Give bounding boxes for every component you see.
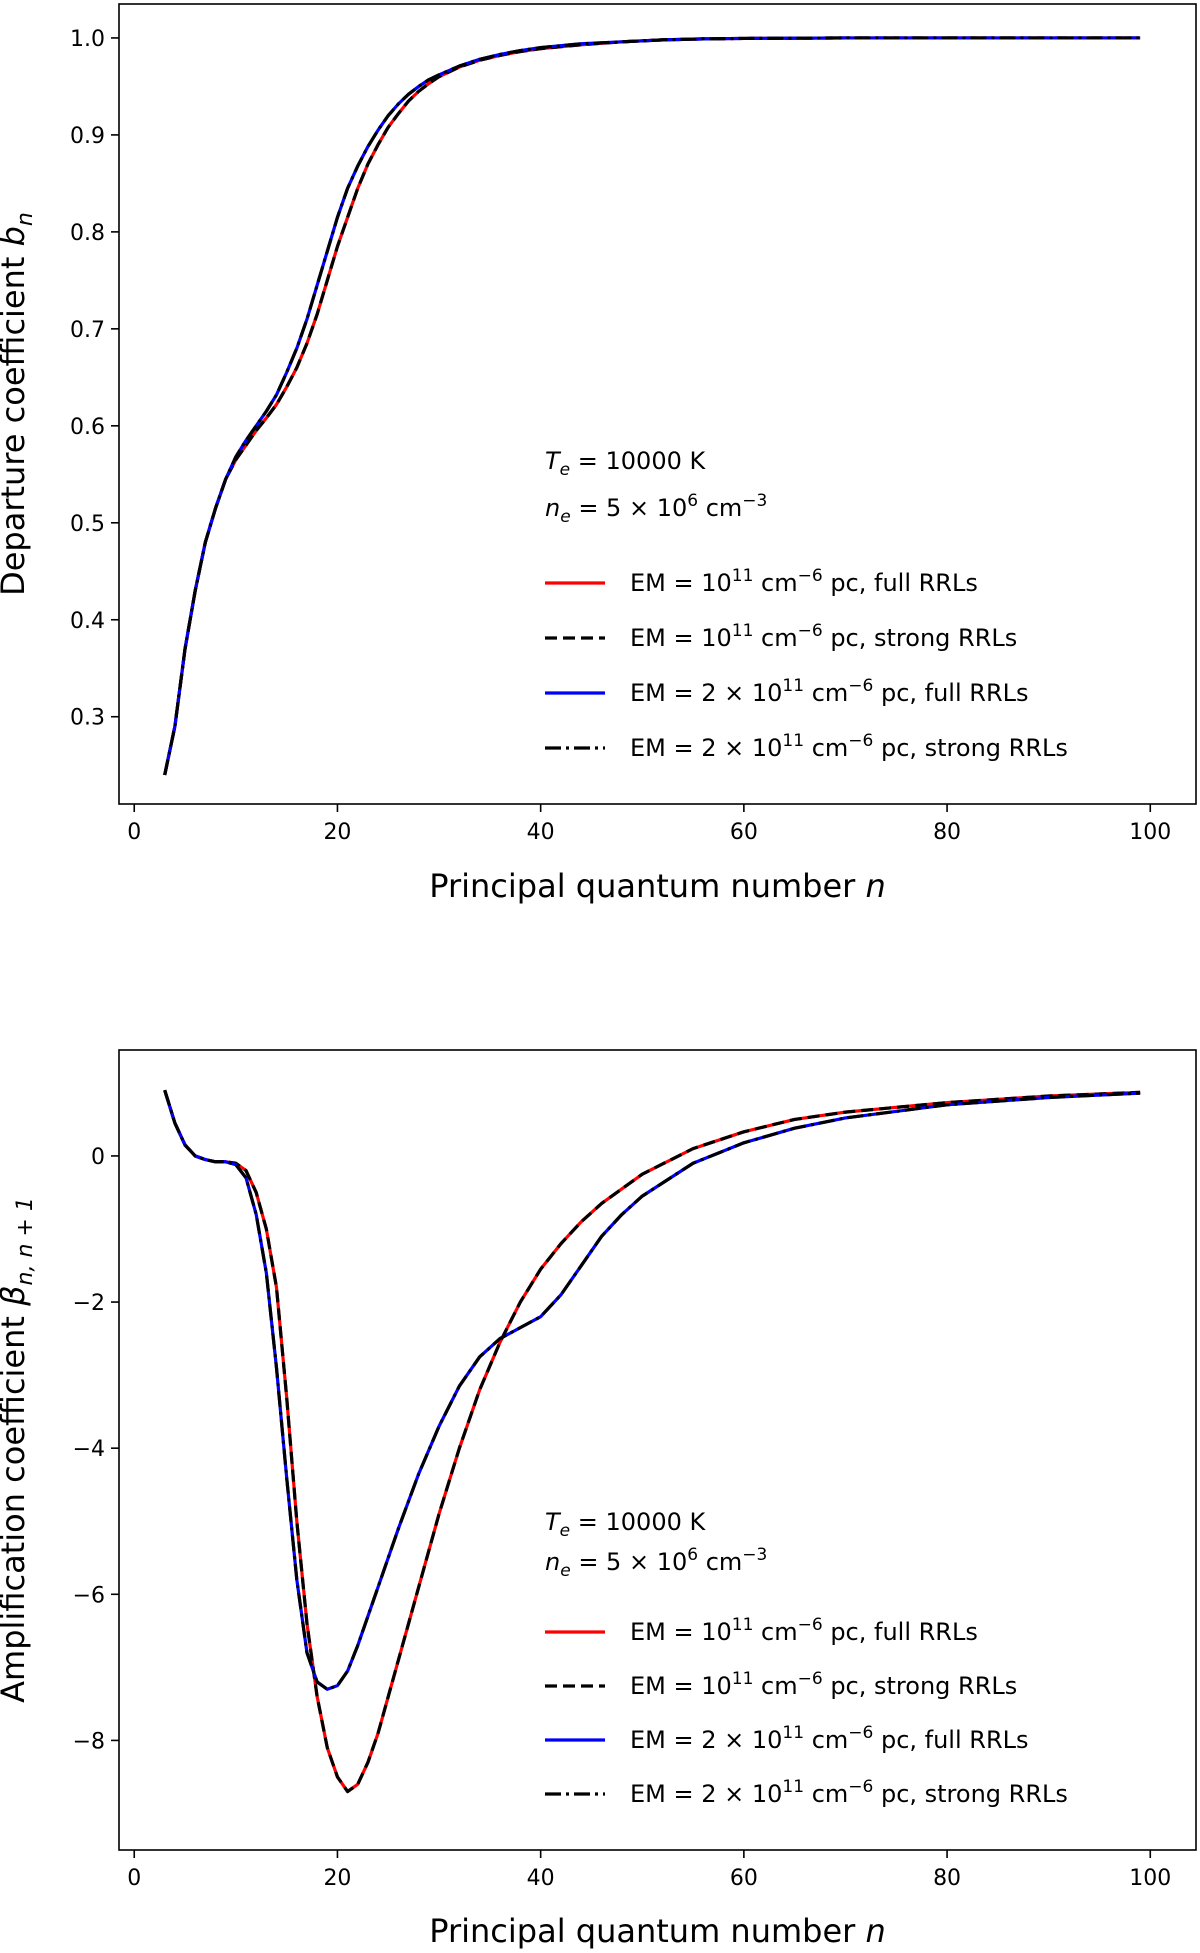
x-tick-label: 20 (323, 1866, 351, 1891)
chart-panel-1: 0 20 40 60 80 100 0.3 0.4 0.5 0.6 0.7 0.8 0.9 1.0 Prin… (0, 3, 1197, 905)
x-tick-label: 0 (127, 820, 141, 845)
legend-entry-1: EM = 1011 cm−6 pc, full RRLs (630, 566, 978, 597)
series-line-1 (163, 36, 1141, 776)
y-tick-label: 0.4 (70, 609, 105, 634)
series-group (163, 1089, 1141, 1794)
axes-frame (118, 1049, 1197, 1851)
y-tick-label: 0.6 (70, 415, 105, 440)
y-tick-label: 0.8 (70, 221, 105, 246)
legend-entry-3: EM = 2 × 1011 cm−6 pc, full RRLs (630, 676, 1029, 707)
series-line-3 (163, 1089, 1141, 1691)
x-tick-label: 80 (933, 1866, 961, 1891)
legend: EM = 1011 cm−6 pc, full RRLs EM = 1011 cm… (545, 566, 1068, 762)
y-axis-label: Departure coefficient bn (0, 212, 38, 596)
legend-entry-2: EM = 1011 cm−6 pc, strong RRLs (630, 1669, 1017, 1700)
x-tick-label: 40 (527, 1866, 555, 1891)
x-tick-label: 40 (527, 820, 555, 845)
y-tick-label: 0.3 (70, 706, 105, 731)
legend-entry-1: EM = 1011 cm−6 pc, full RRLs (630, 1615, 978, 1646)
y-tick-label: 0.5 (70, 512, 105, 537)
x-tick-label: 0 (127, 1866, 141, 1891)
series-line-4 (163, 1089, 1141, 1691)
y-tick-label: 0.7 (70, 318, 105, 343)
annotation-temperature: Te = 10000 K (545, 447, 706, 480)
y-tick-label: −2 (73, 1291, 105, 1316)
x-axis-label: Principal quantum number n (429, 867, 886, 905)
x-tick-label: 20 (323, 820, 351, 845)
chart-panel-2: 0 20 40 60 80 100 −8 −6 −4 −2 0 Principal quantum n… (0, 1049, 1197, 1950)
y-axis-label: Amplification coefficient βn, n + 1 (0, 1197, 38, 1703)
series-line-4 (163, 36, 1141, 776)
annotation-density: ne = 5 × 106 cm−3 (545, 1545, 767, 1581)
y-tick-label: 0.9 (70, 124, 105, 149)
x-tick-label: 60 (730, 1866, 758, 1891)
y-tick-label: −8 (73, 1729, 105, 1754)
legend-entry-4: EM = 2 × 1011 cm−6 pc, strong RRLs (630, 1777, 1068, 1808)
x-tick-label: 80 (933, 820, 961, 845)
y-tick-label: −6 (73, 1583, 105, 1608)
x-tick-label: 60 (730, 820, 758, 845)
series-line-2 (163, 36, 1141, 776)
x-tick-label: 100 (1129, 1866, 1171, 1891)
legend-entry-2: EM = 1011 cm−6 pc, strong RRLs (630, 621, 1017, 652)
y-tick-label: −4 (73, 1437, 105, 1462)
annotation-density: ne = 5 × 106 cm−3 (545, 491, 767, 527)
x-axis-label: Principal quantum number n (429, 1912, 886, 1950)
series-group (163, 36, 1141, 776)
legend: EM = 1011 cm−6 pc, full RRLs EM = 1011 cm… (545, 1615, 1068, 1808)
y-tick-label: 0 (91, 1145, 105, 1170)
x-tick-label: 100 (1129, 820, 1171, 845)
series-line-3 (163, 36, 1141, 776)
axes-frame (118, 3, 1197, 805)
legend-entry-4: EM = 2 × 1011 cm−6 pc, strong RRLs (630, 731, 1068, 762)
y-tick-label: 1.0 (70, 27, 105, 52)
legend-entry-3: EM = 2 × 1011 cm−6 pc, full RRLs (630, 1723, 1029, 1754)
annotation-temperature: Te = 10000 K (545, 1508, 706, 1541)
